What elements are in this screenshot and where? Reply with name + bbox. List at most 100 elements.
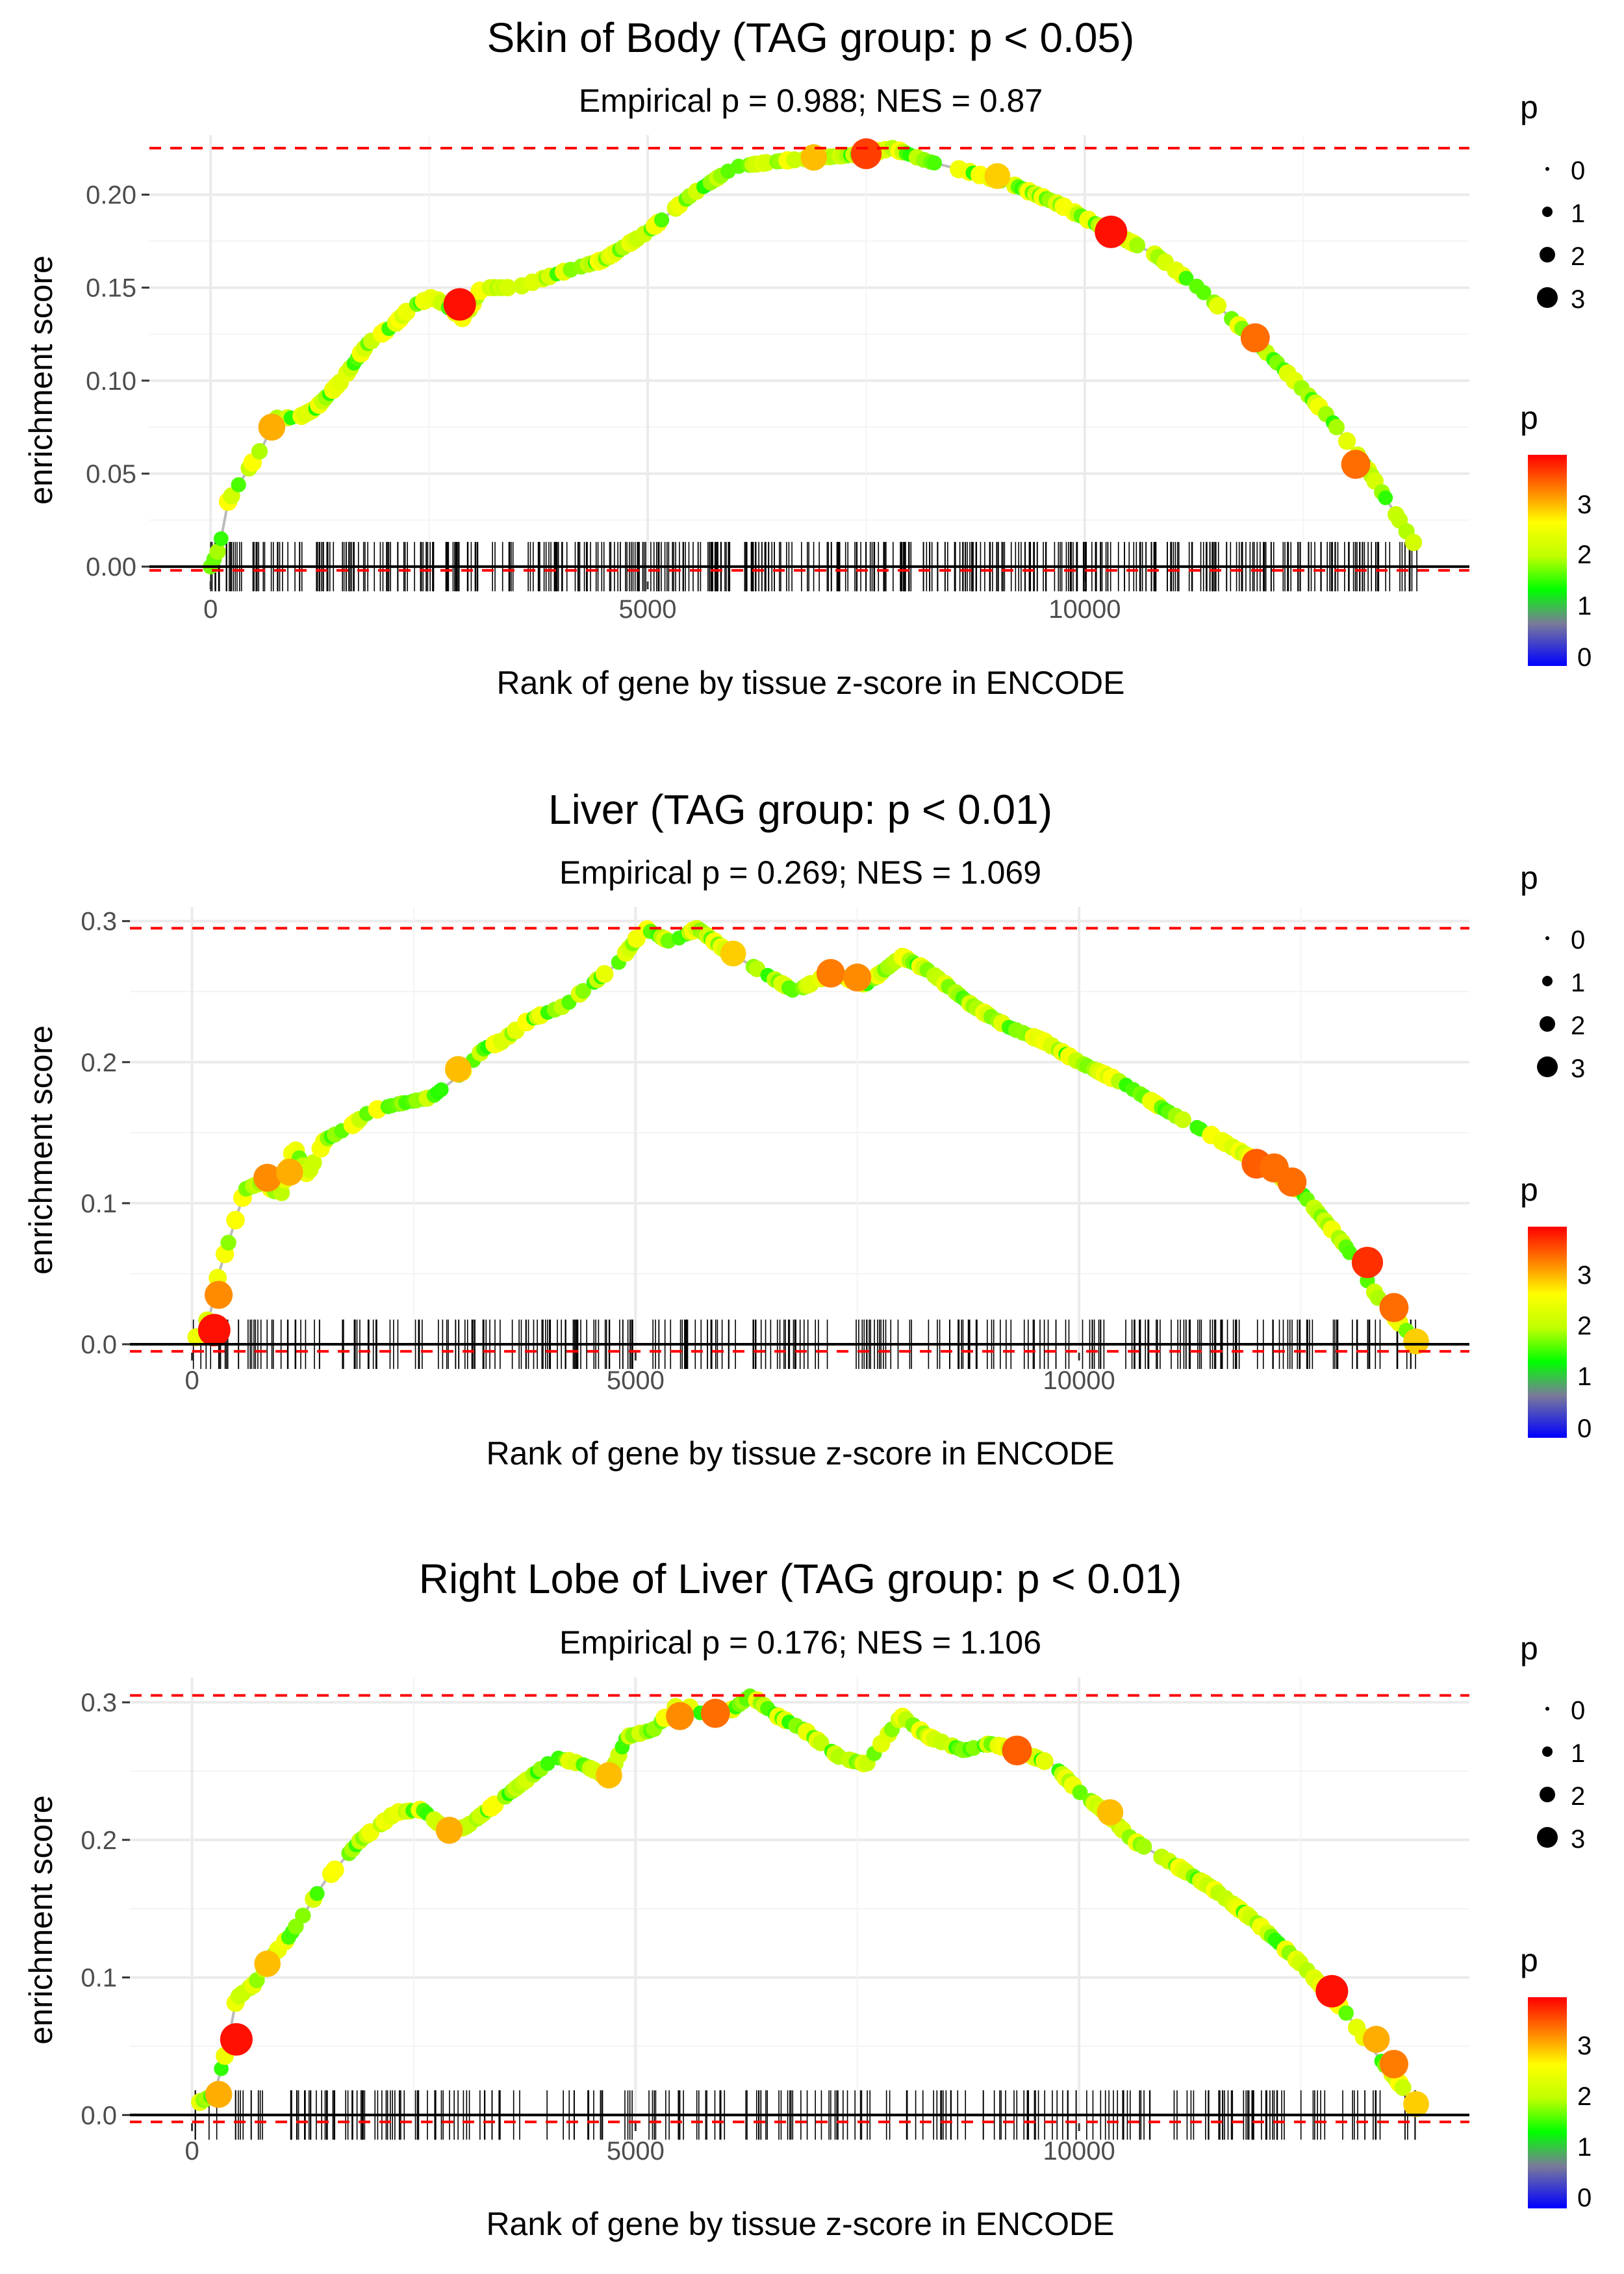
enrichment-point <box>1174 1111 1191 1129</box>
size-legend-dot-3 <box>1537 1827 1558 1848</box>
color-legend-label: 3 <box>1577 491 1592 519</box>
enrichment-point-highlight <box>258 413 286 441</box>
enrichment-point-highlight <box>1095 215 1128 248</box>
enrichment-point-highlight <box>984 163 1011 189</box>
size-legend-label: 1 <box>1571 969 1585 997</box>
enrichment-point-highlight <box>1002 1735 1032 1766</box>
color-legend-label: 2 <box>1577 1312 1592 1340</box>
y-axis-label: enrichment score <box>23 255 59 505</box>
size-legend-dot-2 <box>1540 1016 1555 1032</box>
size-legend-dot-1 <box>1542 207 1553 217</box>
y-tick-label: 0.1 <box>81 1964 117 1993</box>
enrichment-point-highlight <box>816 959 845 988</box>
size-legend-label: 0 <box>1571 157 1585 185</box>
size-legend-label: 1 <box>1571 1739 1585 1768</box>
x-tick-labels: 0 5000 10000 <box>184 1353 1115 1395</box>
enrichment-point <box>1378 490 1393 505</box>
enrichment-point <box>1072 1784 1088 1800</box>
enrichment-points <box>203 138 1423 575</box>
size-legend-dot-1 <box>1542 1746 1553 1757</box>
x-tick-labels: 0 5000 10000 <box>184 2123 1115 2165</box>
size-legend-title: p <box>1520 1630 1538 1667</box>
y-tick-label: 0.2 <box>81 1826 117 1855</box>
panel-title: Right Lobe of Liver (TAG group: p < 0.01… <box>419 1555 1182 1602</box>
enrichment-point <box>226 1210 245 1230</box>
size-legend-title: p <box>1520 89 1538 125</box>
enrichment-point-highlight <box>1240 323 1270 353</box>
x-tick-labels: 0 5000 10000 <box>203 581 1121 624</box>
size-legend-label: 0 <box>1571 926 1585 954</box>
enrichment-point-highlight <box>205 2080 233 2108</box>
enrichment-point <box>1178 270 1194 286</box>
enrichment-point <box>1208 296 1227 315</box>
panel-subtitle: Empirical p = 0.176; NES = 1.106 <box>559 1624 1041 1661</box>
enrichment-point-highlight <box>444 1056 472 1082</box>
enrichment-point <box>1338 2005 1354 2021</box>
color-legend-title: p <box>1520 400 1538 436</box>
enrichment-point <box>213 531 229 546</box>
enrichment-point-highlight <box>800 144 828 171</box>
color-legend-label: 0 <box>1577 643 1592 672</box>
enrichment-point-highlight <box>843 963 872 992</box>
y-tick-label: 0.3 <box>81 908 117 936</box>
color-legend-label: 2 <box>1577 541 1592 569</box>
color-legend-label: 0 <box>1577 1414 1592 1443</box>
enrichment-point <box>499 279 517 297</box>
y-tick-label: 0.10 <box>86 367 136 396</box>
panel-skin-of-body: Skin of Body (TAG group: p < 0.05) Empir… <box>23 14 1592 701</box>
enrichment-point <box>1328 418 1345 435</box>
enrichment-point <box>295 1908 311 1924</box>
enrichment-point-highlight <box>1341 450 1371 479</box>
enrichment-point <box>595 965 614 983</box>
x-tick-label: 10000 <box>1048 595 1121 624</box>
size-legend-dot-3 <box>1537 1056 1558 1077</box>
x-tick-label: 5000 <box>607 1366 665 1395</box>
size-legend-label: 2 <box>1571 242 1585 271</box>
color-legend-title: p <box>1520 1171 1538 1208</box>
enrichment-point-highlight <box>1362 2026 1390 2053</box>
color-legend-bar <box>1528 1997 1567 2208</box>
enrichment-point <box>251 443 268 460</box>
y-tick-label: 0.15 <box>86 274 136 303</box>
size-legend-label: 3 <box>1571 285 1585 314</box>
enrichment-point-highlight <box>1403 2091 1429 2117</box>
enrichment-point-highlight <box>700 1698 730 1728</box>
enrichment-point <box>1035 1752 1054 1770</box>
size-legend-dot-3 <box>1537 287 1558 308</box>
enrichment-point-highlight <box>435 1817 463 1844</box>
enrichment-points <box>187 919 1429 1355</box>
enrichment-point <box>1129 236 1146 253</box>
size-legend-dot-1 <box>1542 976 1553 986</box>
y-tick-label: 0.2 <box>81 1049 117 1077</box>
panel-liver: Liver (TAG group: p < 0.01) Empirical p … <box>23 786 1592 1472</box>
enrichment-point-highlight <box>666 1702 694 1730</box>
enrichment-point-highlight <box>850 138 882 170</box>
color-legend-label: 1 <box>1577 592 1592 620</box>
enrichment-point <box>220 1234 236 1251</box>
panel-title: Liver (TAG group: p < 0.01) <box>548 786 1052 833</box>
enrichment-curve-line <box>209 146 1418 567</box>
enrichment-point-highlight <box>254 1950 281 1977</box>
enrichment-point <box>1136 1838 1152 1855</box>
x-tick-label: 10000 <box>1043 2137 1115 2165</box>
size-legend-title: p <box>1520 860 1538 896</box>
color-legend-bar <box>1528 455 1567 666</box>
color-legend-label: 0 <box>1577 2184 1592 2212</box>
x-axis-label: Rank of gene by tissue z-score in ENCODE <box>486 2206 1114 2242</box>
enrichment-point <box>1196 285 1212 300</box>
size-legend: p 0 1 2 3 <box>1520 89 1585 314</box>
color-legend-label: 1 <box>1577 1362 1592 1391</box>
enrichment-point-highlight <box>1379 1293 1409 1322</box>
enrichment-point-highlight <box>443 288 476 321</box>
size-legend-label: 2 <box>1571 1782 1585 1811</box>
y-tick-label: 0.0 <box>81 1331 117 1359</box>
y-tick-label: 0.1 <box>81 1190 117 1218</box>
x-axis-label: Rank of gene by tissue z-score in ENCODE <box>486 1435 1114 1472</box>
reference-lines <box>130 926 1469 1353</box>
color-legend-label: 2 <box>1577 2082 1592 2111</box>
enrichment-point-highlight <box>1315 1974 1349 2008</box>
y-tick-labels: 0.0 0.1 0.2 0.3 <box>81 908 130 1359</box>
x-tick-label: 0 <box>203 595 218 624</box>
enrichment-point <box>231 477 246 492</box>
